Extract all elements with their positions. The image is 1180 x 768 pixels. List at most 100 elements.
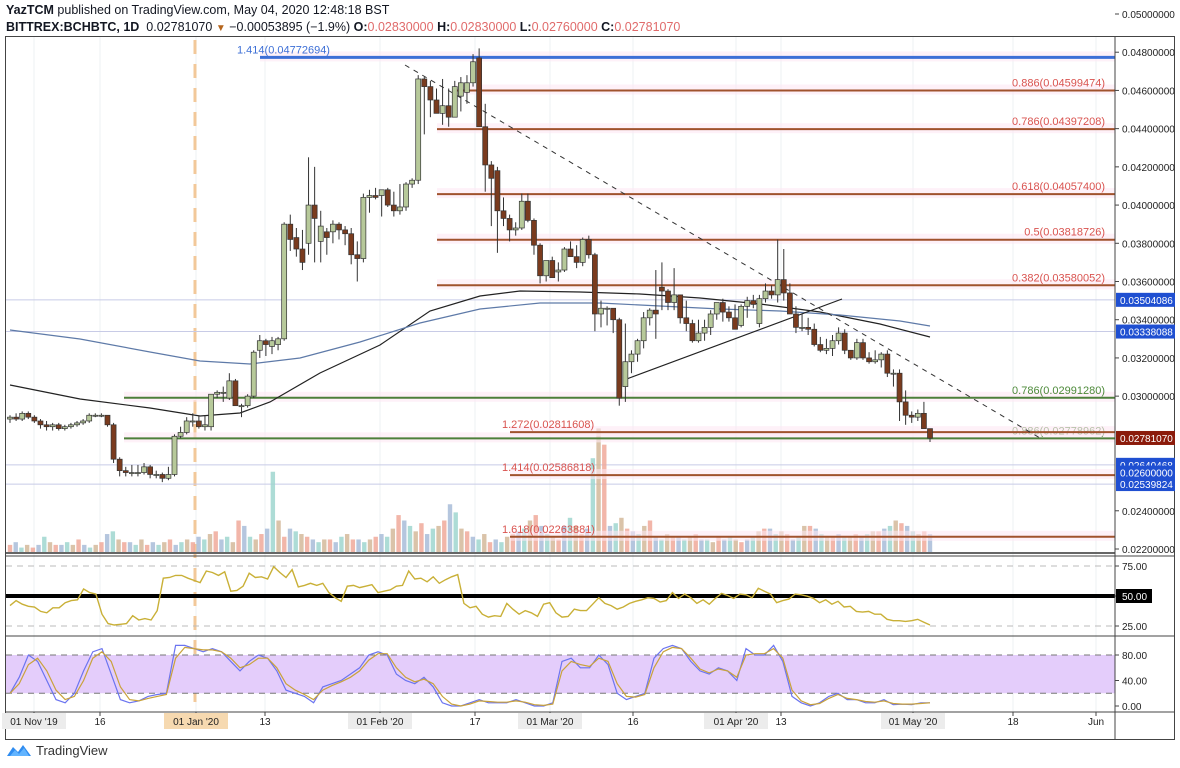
fib-label: 0.886(0.04599474) bbox=[1012, 78, 1105, 90]
volume-bar bbox=[624, 528, 630, 553]
volume-bar bbox=[350, 539, 356, 553]
volume-bar bbox=[870, 531, 876, 553]
date-label: Jun bbox=[1088, 717, 1104, 728]
volume-bar bbox=[219, 539, 224, 553]
candle-up bbox=[153, 474, 160, 476]
candle-down bbox=[525, 200, 531, 221]
down-arrow-icon: ▼ bbox=[215, 23, 226, 34]
candle-up bbox=[470, 61, 476, 84]
volume-bar bbox=[424, 534, 430, 553]
volume-bar bbox=[790, 539, 796, 553]
price-axis[interactable]: 0.05000000 0.04800000 0.04600000 0.04400000… bbox=[1115, 10, 1175, 556]
volume-bar bbox=[339, 536, 344, 553]
candle-up bbox=[646, 309, 653, 319]
candle-down bbox=[196, 420, 202, 428]
publisher-name[interactable]: YazTCM bbox=[6, 3, 54, 17]
candle-up bbox=[579, 239, 586, 263]
volume-bar bbox=[476, 539, 481, 553]
candle-up bbox=[238, 405, 245, 408]
volume-bar bbox=[853, 534, 858, 553]
volume-bar bbox=[179, 542, 184, 553]
volume-bar bbox=[550, 536, 556, 553]
candle-up bbox=[360, 197, 367, 259]
candle-down bbox=[354, 254, 361, 259]
candle-down bbox=[841, 332, 848, 351]
candle-up bbox=[878, 353, 885, 361]
volume-bar bbox=[704, 539, 710, 553]
candle-down bbox=[585, 239, 592, 256]
volume-bar bbox=[287, 528, 293, 553]
date-label: 01 Feb '20 bbox=[357, 717, 404, 728]
candle-down bbox=[787, 292, 793, 315]
volume-bar bbox=[487, 542, 493, 553]
candle-up bbox=[543, 260, 550, 277]
volume-bar bbox=[659, 539, 664, 553]
volume-bar bbox=[556, 539, 561, 553]
candle-down bbox=[549, 260, 556, 279]
candle-up bbox=[707, 313, 714, 328]
volume-bar bbox=[70, 544, 76, 553]
candle-down bbox=[348, 233, 355, 256]
candle-down bbox=[482, 126, 489, 166]
price-tag bbox=[1116, 465, 1175, 480]
candle-up bbox=[171, 435, 178, 475]
candle-up bbox=[561, 248, 568, 271]
ascending-trendline bbox=[623, 298, 843, 381]
volume-bar bbox=[87, 547, 93, 553]
candle-up bbox=[256, 340, 263, 351]
candle-down bbox=[689, 323, 696, 342]
candle-up bbox=[19, 412, 26, 420]
candle-up bbox=[98, 414, 105, 417]
volume-bar bbox=[750, 536, 756, 553]
candle-up bbox=[872, 359, 879, 363]
candle-up bbox=[61, 426, 68, 429]
candle-down bbox=[299, 248, 306, 263]
volume-bar bbox=[767, 528, 773, 553]
moving-averages bbox=[9, 290, 931, 417]
volume-bar bbox=[584, 528, 590, 553]
candle-down bbox=[884, 353, 891, 374]
candle-down bbox=[390, 204, 397, 212]
candle-down bbox=[732, 317, 738, 330]
candle-down bbox=[311, 204, 318, 219]
candle-down bbox=[927, 428, 933, 439]
candle-down bbox=[147, 466, 153, 475]
rsi-pane: 75.00 50.00 25.00 bbox=[6, 562, 1152, 633]
volume-bar bbox=[379, 534, 384, 553]
volume-bar bbox=[504, 536, 510, 553]
candle-up bbox=[713, 302, 720, 315]
volume-bar bbox=[42, 536, 47, 553]
volume-bar bbox=[442, 520, 447, 553]
candle-down bbox=[652, 309, 659, 315]
ohlc-line: BITTREX:BCHBTC, 1D 0.02781070 ▼ −0.00053… bbox=[6, 19, 680, 37]
fib-label: 0.786(0.02991280) bbox=[1012, 385, 1105, 397]
trendlines[interactable] bbox=[404, 64, 1041, 439]
price-tick-label: 0.02400000 bbox=[1122, 507, 1175, 518]
date-highlight bbox=[2, 713, 66, 729]
candle-down bbox=[122, 470, 129, 473]
candle-down bbox=[104, 414, 111, 426]
volume-bar bbox=[253, 539, 258, 553]
volume-bar bbox=[636, 534, 641, 553]
volume-bar bbox=[687, 536, 693, 553]
tradingview-brand[interactable]: TradingView bbox=[6, 742, 108, 758]
volume-bar bbox=[144, 544, 150, 553]
candle-up bbox=[695, 332, 702, 342]
candle-down bbox=[421, 78, 428, 87]
candle-up bbox=[890, 372, 897, 375]
price-tick-label: 0.04800000 bbox=[1122, 48, 1175, 59]
symbol-label[interactable]: BITTREX:BCHBTC, 1D bbox=[6, 20, 140, 34]
volume-bar bbox=[162, 542, 167, 553]
fibonacci-levels[interactable]: 1.414(0.04772694) 0.886(0.04599474) 0.786(… bbox=[124, 44, 1115, 541]
candle-up bbox=[330, 223, 336, 233]
candle-down bbox=[817, 344, 824, 351]
time-axis[interactable]: 01 Nov '19 16 01 Jan '20 13 01 Feb '20 17 01 M… bbox=[2, 712, 1104, 729]
volume-bar bbox=[19, 547, 24, 553]
axes bbox=[5, 36, 1175, 740]
volume-bar bbox=[173, 544, 178, 553]
high-value: 0.02830000 bbox=[450, 20, 517, 34]
volume-bar bbox=[30, 547, 36, 553]
volume-bar bbox=[236, 520, 241, 553]
volume-bar bbox=[922, 531, 927, 553]
